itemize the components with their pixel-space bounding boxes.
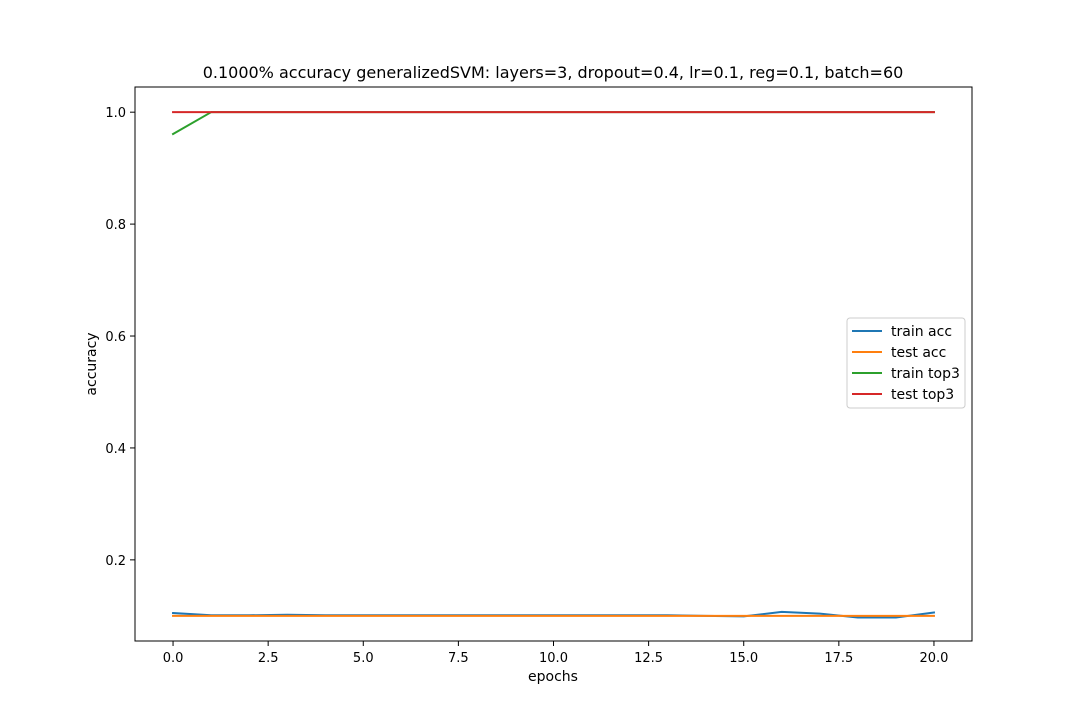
x-tick-label: 5.0 bbox=[353, 651, 374, 666]
x-tick-label: 20.0 bbox=[919, 651, 948, 666]
x-tick-label: 2.5 bbox=[258, 651, 279, 666]
x-tick-label: 15.0 bbox=[729, 651, 758, 666]
x-axis-label: epochs bbox=[528, 669, 578, 685]
legend-entry-label: test acc bbox=[891, 345, 946, 361]
x-tick-label: 10.0 bbox=[539, 651, 568, 666]
x-tick-label: 12.5 bbox=[634, 651, 663, 666]
y-tick-label: 1.0 bbox=[105, 106, 126, 121]
x-tick-label: 7.5 bbox=[448, 651, 469, 666]
y-axis-label: accuracy bbox=[84, 332, 100, 395]
legend-entry-label: train top3 bbox=[891, 366, 960, 382]
legend-entry-label: train acc bbox=[891, 324, 952, 340]
y-tick-label: 0.4 bbox=[105, 442, 126, 457]
y-tick-label: 0.8 bbox=[105, 218, 126, 233]
legend-entry-label: test top3 bbox=[891, 387, 954, 403]
plot-lines bbox=[171, 111, 936, 619]
x-tick-label: 0.0 bbox=[163, 651, 184, 666]
x-tick-label: 17.5 bbox=[824, 651, 853, 666]
y-tick-label: 0.6 bbox=[105, 330, 126, 345]
legend-frame bbox=[846, 317, 966, 409]
legend: train acc test acc train top3 test top3 bbox=[846, 317, 966, 409]
y-axis-ticks: 0.2 0.4 0.6 0.8 1.0 bbox=[105, 106, 135, 569]
y-tick-label: 0.2 bbox=[105, 554, 126, 569]
chart-title: 0.1000% accuracy generalizedSVM: layers=… bbox=[203, 63, 904, 82]
x-axis-ticks: 0.0 2.5 5.0 7.5 10.0 12.5 15.0 17.5 20.0 bbox=[163, 641, 948, 666]
